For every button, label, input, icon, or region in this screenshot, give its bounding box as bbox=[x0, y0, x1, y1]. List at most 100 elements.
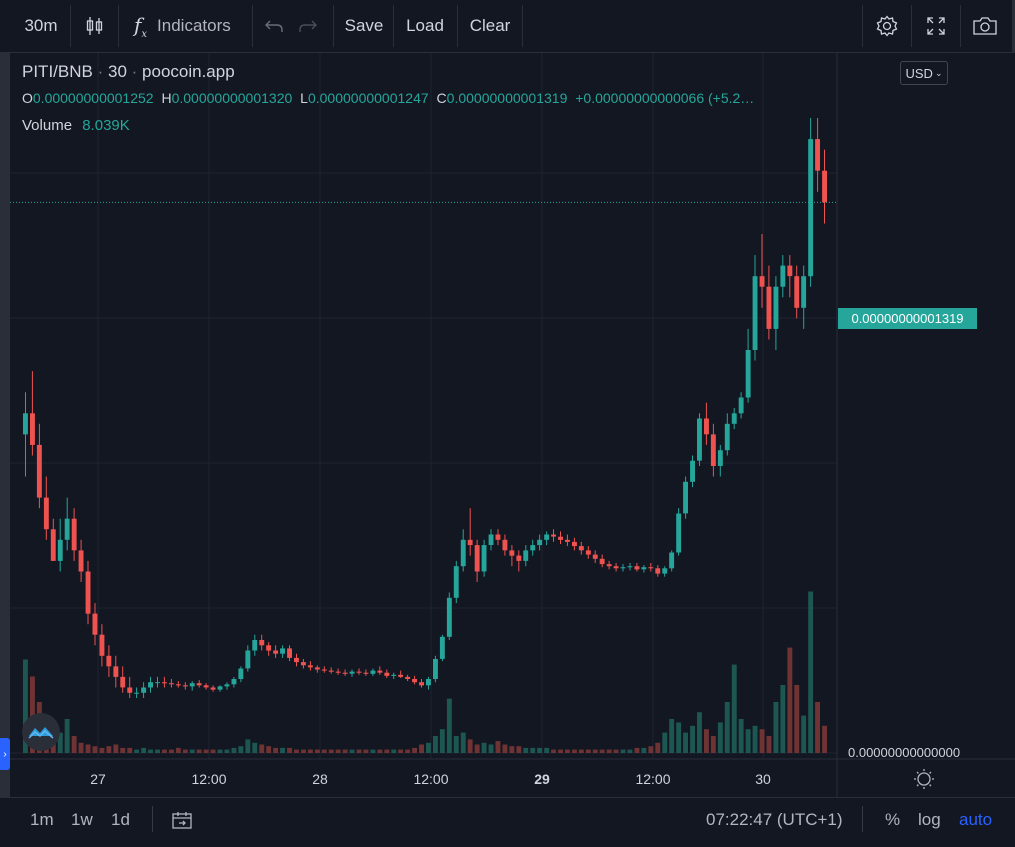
candle-body bbox=[801, 276, 807, 308]
volume-bar bbox=[328, 749, 334, 753]
time-tick-label: 30 bbox=[755, 771, 771, 787]
candle bbox=[217, 685, 223, 692]
calendar-icon bbox=[172, 811, 192, 829]
bottom-divider bbox=[152, 806, 153, 832]
auto-scale-button[interactable] bbox=[914, 769, 934, 789]
candle bbox=[370, 668, 376, 676]
candle-body bbox=[808, 139, 814, 277]
volume-bar bbox=[558, 749, 563, 753]
symbol-name[interactable]: PITI/BNB bbox=[22, 62, 93, 81]
log-toggle[interactable]: log bbox=[918, 798, 941, 841]
candle bbox=[349, 669, 355, 677]
auto-toggle[interactable]: auto bbox=[959, 798, 992, 841]
candle bbox=[203, 683, 209, 690]
time-tick-label: 28 bbox=[312, 771, 328, 787]
low-label: L bbox=[300, 90, 308, 106]
candle-body bbox=[606, 564, 612, 567]
volume-bar bbox=[182, 749, 188, 753]
undo-button[interactable] bbox=[258, 0, 290, 52]
candle bbox=[481, 539, 487, 577]
save-button[interactable]: Save bbox=[335, 0, 393, 52]
volume-legend: Volume 8.039K bbox=[22, 117, 130, 134]
toolbar-divider bbox=[118, 5, 119, 47]
candle-body bbox=[592, 554, 598, 559]
candle bbox=[551, 529, 556, 542]
high-label: H bbox=[161, 90, 172, 106]
candle-body bbox=[724, 423, 730, 451]
candle-body bbox=[787, 265, 793, 277]
volume-bar bbox=[148, 749, 153, 753]
volume-bar bbox=[120, 747, 126, 753]
candle bbox=[460, 529, 466, 572]
candle-body bbox=[307, 665, 313, 668]
settings-button[interactable] bbox=[864, 0, 910, 52]
volume-bar bbox=[127, 747, 133, 753]
candle-body bbox=[134, 692, 140, 694]
candle bbox=[155, 676, 160, 688]
candle bbox=[266, 642, 272, 656]
candle-body bbox=[704, 418, 709, 435]
range-1d-button[interactable]: 1d bbox=[111, 798, 130, 841]
candle-body bbox=[85, 571, 91, 614]
price-chart[interactable]: 27 12:00 28 12:00 29 12:00 30 bbox=[10, 53, 1015, 797]
load-button[interactable]: Load bbox=[395, 0, 455, 52]
candle bbox=[544, 531, 550, 546]
candle bbox=[822, 149, 827, 224]
candles-button[interactable] bbox=[72, 0, 118, 52]
volume-bar bbox=[273, 747, 279, 753]
chevron-right-icon: › bbox=[3, 748, 7, 760]
candle-body bbox=[745, 350, 751, 398]
volume-bar bbox=[808, 591, 814, 753]
candle-body bbox=[356, 671, 362, 673]
candle bbox=[71, 508, 77, 561]
candle-body bbox=[495, 534, 501, 540]
toggle-sidebar-button[interactable]: › bbox=[0, 738, 10, 770]
indicators-button[interactable]: fx Indicators bbox=[120, 0, 252, 52]
candle-body bbox=[349, 671, 355, 674]
volume-bar bbox=[815, 702, 820, 753]
volume-bar bbox=[592, 749, 598, 753]
candle-body bbox=[155, 682, 160, 684]
redo-button[interactable] bbox=[292, 0, 324, 52]
candle-body bbox=[78, 550, 84, 572]
legend-interval: 30 bbox=[107, 62, 127, 81]
goto-date-button[interactable] bbox=[171, 798, 193, 841]
time-tick-label: 12:00 bbox=[413, 771, 448, 787]
currency-select[interactable]: USD ⌄ bbox=[900, 61, 948, 85]
volume-bar bbox=[759, 729, 765, 753]
fullscreen-button[interactable] bbox=[913, 0, 959, 52]
volume-bar bbox=[321, 749, 327, 753]
candle-body bbox=[57, 539, 63, 561]
range-1m-button[interactable]: 1m bbox=[30, 798, 54, 841]
range-1w-button[interactable]: 1w bbox=[71, 798, 93, 841]
symbol-legend: PITI/BNB · 30 · poocoin.app bbox=[22, 62, 235, 81]
candle bbox=[259, 634, 265, 651]
candle-body bbox=[141, 687, 147, 693]
volume-bar bbox=[523, 747, 529, 753]
screenshot-button[interactable] bbox=[962, 0, 1008, 52]
settings-icon bbox=[876, 15, 898, 37]
volume-bar bbox=[266, 746, 272, 753]
candle bbox=[523, 545, 529, 567]
interval-button[interactable]: 30m bbox=[12, 0, 70, 52]
candle-body bbox=[50, 529, 56, 561]
volume-bar bbox=[544, 747, 550, 753]
volume-bar bbox=[516, 746, 522, 753]
percent-toggle[interactable]: % bbox=[885, 798, 900, 841]
candle bbox=[252, 634, 258, 656]
indicators-label: Indicators bbox=[157, 16, 231, 35]
clear-button[interactable]: Clear bbox=[459, 0, 521, 52]
volume-bar bbox=[481, 742, 487, 753]
candle bbox=[64, 497, 70, 551]
candle-body bbox=[210, 687, 216, 690]
volume-bar bbox=[683, 732, 688, 753]
candle bbox=[530, 539, 536, 556]
volume-bar bbox=[363, 749, 369, 753]
clock-display[interactable]: 07:22:47 (UTC+1) bbox=[706, 798, 843, 841]
percent-label: % bbox=[885, 809, 901, 829]
volume-label: Volume bbox=[22, 117, 73, 134]
volume-bar bbox=[453, 736, 459, 753]
volume-bar bbox=[690, 725, 695, 753]
tradingview-logo-button[interactable] bbox=[22, 713, 60, 751]
sun-icon bbox=[917, 772, 931, 786]
